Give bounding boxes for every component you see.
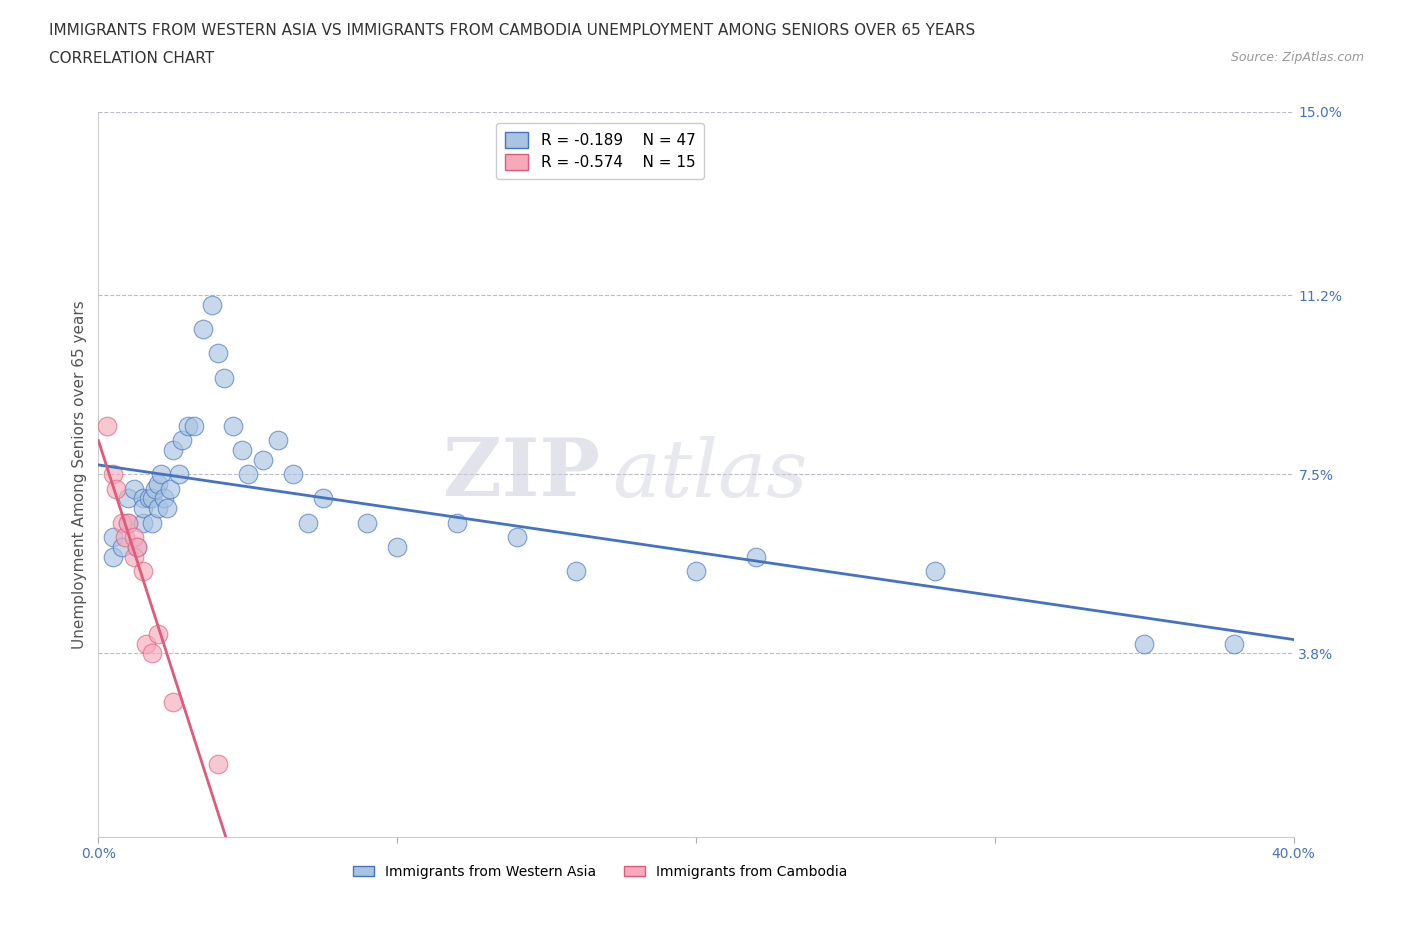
Point [236,467,259,482]
Point [148,476,170,491]
Text: Source: ZipAtlas.com: Source: ZipAtlas.com [1230,51,1364,64]
Point [385,539,409,554]
Text: IMMIGRANTS FROM WESTERN ASIA VS IMMIGRANTS FROM CAMBODIA UNEMPLOYMENT AMONG SENI: IMMIGRANTS FROM WESTERN ASIA VS IMMIGRAN… [49,23,976,38]
Point [103,530,125,545]
Point [172,433,194,448]
Point [141,645,163,660]
Point [103,467,125,482]
Point [143,482,166,497]
Point [150,467,173,482]
Point [135,636,157,651]
Point [141,515,163,530]
Point [446,515,468,530]
Point [156,500,179,515]
Legend: Immigrants from Western Asia, Immigrants from Cambodia: Immigrants from Western Asia, Immigrants… [347,859,853,884]
Point [127,539,149,554]
Point [105,482,128,497]
Point [127,539,149,554]
Text: CORRELATION CHART: CORRELATION CHART [49,51,214,66]
Point [1223,636,1246,651]
Point [124,549,146,564]
Point [117,515,139,530]
Point [222,418,245,433]
Point [201,298,224,312]
Point [252,452,274,467]
Point [124,530,146,545]
Point [267,433,290,448]
Point [162,443,184,458]
Point [207,346,229,361]
Point [111,539,134,554]
Point [159,482,181,497]
Point [1133,636,1156,651]
Point [141,491,163,506]
Point [162,694,184,709]
Point [132,515,155,530]
Point [132,564,155,578]
Point [153,491,176,506]
Point [117,515,139,530]
Point [183,418,205,433]
Point [167,467,190,482]
Point [311,491,333,506]
Text: atlas: atlas [613,435,807,513]
Point [132,500,155,515]
Point [685,564,707,578]
Point [132,491,155,506]
Point [281,467,304,482]
Y-axis label: Unemployment Among Seniors over 65 years: Unemployment Among Seniors over 65 years [72,300,87,649]
Point [124,482,146,497]
Point [207,757,229,772]
Point [506,530,529,545]
Point [114,530,136,545]
Point [191,322,214,337]
Point [297,515,319,530]
Point [103,549,125,564]
Point [356,515,378,530]
Point [212,370,235,385]
Point [231,443,253,458]
Point [111,515,134,530]
Point [148,500,170,515]
Point [745,549,768,564]
Point [148,627,170,642]
Point [177,418,200,433]
Point [117,491,139,506]
Point [138,491,160,506]
Point [565,564,588,578]
Point [96,418,118,433]
Text: ZIP: ZIP [443,435,600,513]
Point [924,564,946,578]
